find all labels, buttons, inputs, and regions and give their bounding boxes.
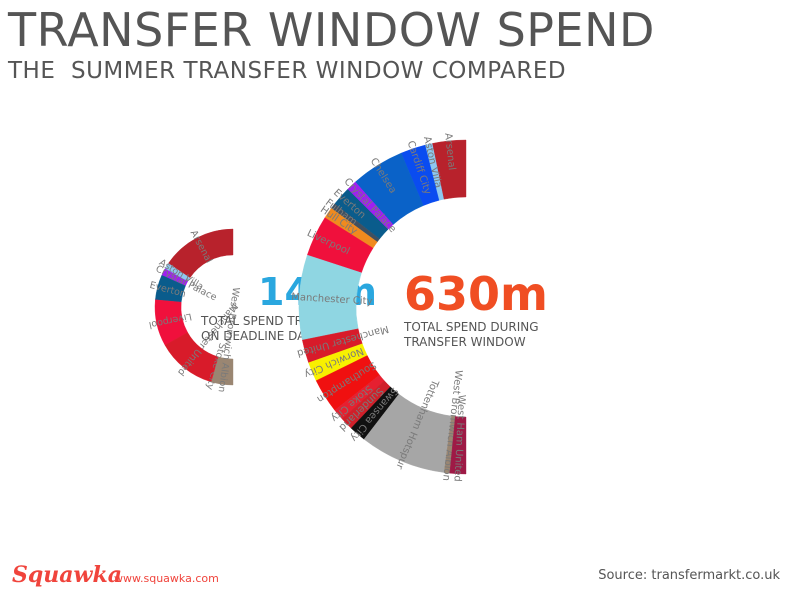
window-label-west-ham-united: West Ham United — [451, 394, 466, 482]
window-label-manchester-city: Manchester City — [291, 292, 373, 308]
window-total-value: 630m — [404, 267, 548, 321]
deadline-caption-line: ON DEADLINE DAY — [201, 329, 312, 343]
window-label-arsenal: Arsenal — [442, 132, 457, 170]
source-credit: Source: transfermarkt.co.uk — [598, 568, 780, 583]
window-slice-west-ham-united — [449, 416, 467, 475]
deadline-slice-west-bromwich-albion — [211, 356, 234, 386]
page-subtitle: THE SUMMER TRANSFER WINDOW COMPARED — [8, 58, 567, 84]
page-title: TRANSFER WINDOW SPEND — [8, 3, 655, 57]
window-caption-line: TOTAL SPEND DURING — [403, 320, 539, 334]
squawka-logo: Squawka — [12, 562, 122, 588]
window-caption-line: TRANSFER WINDOW — [403, 335, 526, 349]
website-link[interactable]: www.squawka.com — [114, 572, 219, 585]
